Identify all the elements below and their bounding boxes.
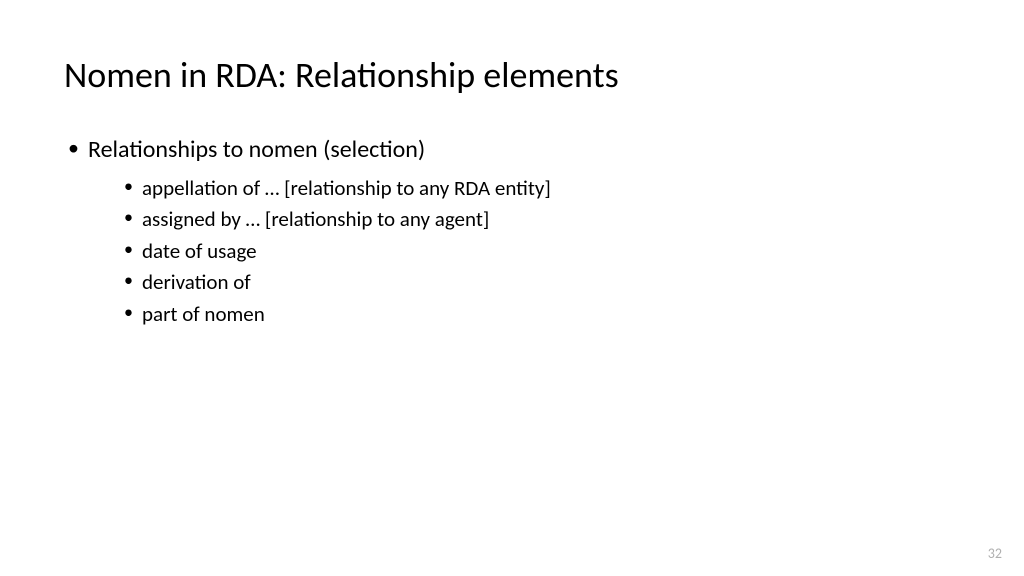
bullet-list-level1: Relationships to nomen (selection) appel… — [64, 133, 960, 330]
list-item-text: assigned by … [relationship to any agent… — [142, 206, 489, 232]
list-item: part of nomen — [120, 299, 960, 331]
list-item-text: derivation of — [142, 269, 251, 295]
list-item-text: appellation of … [relationship to any RD… — [142, 175, 551, 201]
page-number: 32 — [988, 545, 1002, 562]
list-item-text: Relationships to nomen (selection) — [88, 135, 425, 164]
list-item: assigned by … [relationship to any agent… — [120, 204, 960, 236]
list-item: appellation of … [relationship to any RD… — [120, 173, 960, 205]
list-item: derivation of — [120, 267, 960, 299]
slide-container: Nomen in RDA: Relationship elements Rela… — [0, 0, 1024, 576]
list-item-text: part of nomen — [142, 301, 265, 327]
list-item: Relationships to nomen (selection) appel… — [64, 133, 960, 330]
slide-title: Nomen in RDA: Relationship elements — [64, 54, 960, 97]
bullet-list-level2: appellation of … [relationship to any RD… — [88, 173, 960, 331]
list-item-text: date of usage — [142, 238, 257, 264]
list-item: date of usage — [120, 236, 960, 268]
